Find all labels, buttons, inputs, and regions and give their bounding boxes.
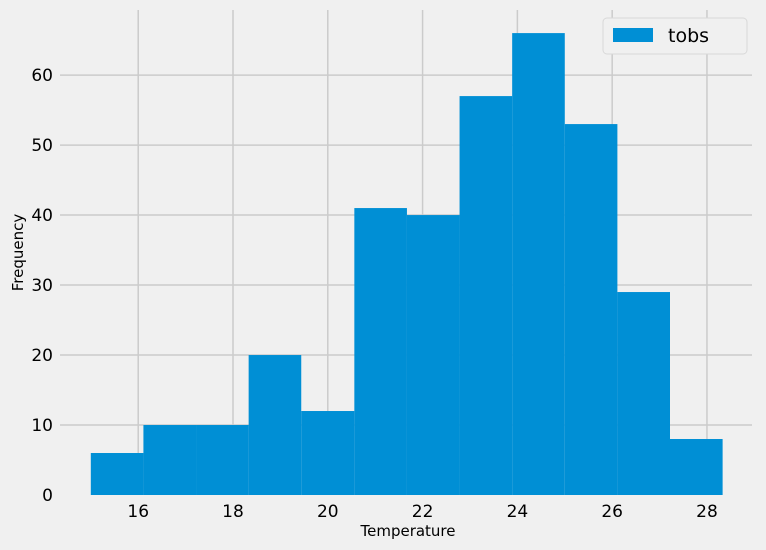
y-tick-label: 20 [31,346,53,366]
y-axis-label: Frequency [9,214,27,292]
x-tick-label: 24 [507,502,529,522]
y-tick-label: 0 [42,486,53,506]
x-axis-label: Temperature [359,522,455,540]
y-tick-label: 40 [31,206,53,226]
tick-labels: 16 18 20 22 24 26 28 0 10 20 30 40 50 60 [31,66,717,522]
x-tick-label: 22 [412,502,434,522]
histogram-bar [143,425,197,495]
histogram-bar [512,33,565,495]
histogram-bar [617,292,671,495]
histogram-bar [248,355,302,495]
legend-swatch-tobs [613,28,653,42]
histogram-bars [90,33,723,496]
y-tick-label: 50 [31,136,53,156]
x-tick-label: 20 [317,502,339,522]
y-tick-label: 60 [31,66,53,86]
x-tick-label: 16 [127,502,149,522]
x-tick-label: 18 [222,502,244,522]
legend-label-tobs: tobs [668,25,709,47]
legend-box [602,17,748,55]
histogram-bar [90,453,144,495]
histogram-bar [196,425,249,495]
legend: tobs [602,17,748,55]
y-tick-label: 10 [31,416,53,436]
histogram-bar [564,124,618,495]
histogram-bar [354,208,407,496]
histogram-bar [301,411,355,495]
x-tick-label: 26 [601,502,623,522]
y-tick-label: 30 [31,276,53,296]
x-tick-label: 28 [696,502,718,522]
histogram-bar [670,439,723,495]
histogram-bar [459,96,513,496]
histogram-bar [406,215,460,495]
